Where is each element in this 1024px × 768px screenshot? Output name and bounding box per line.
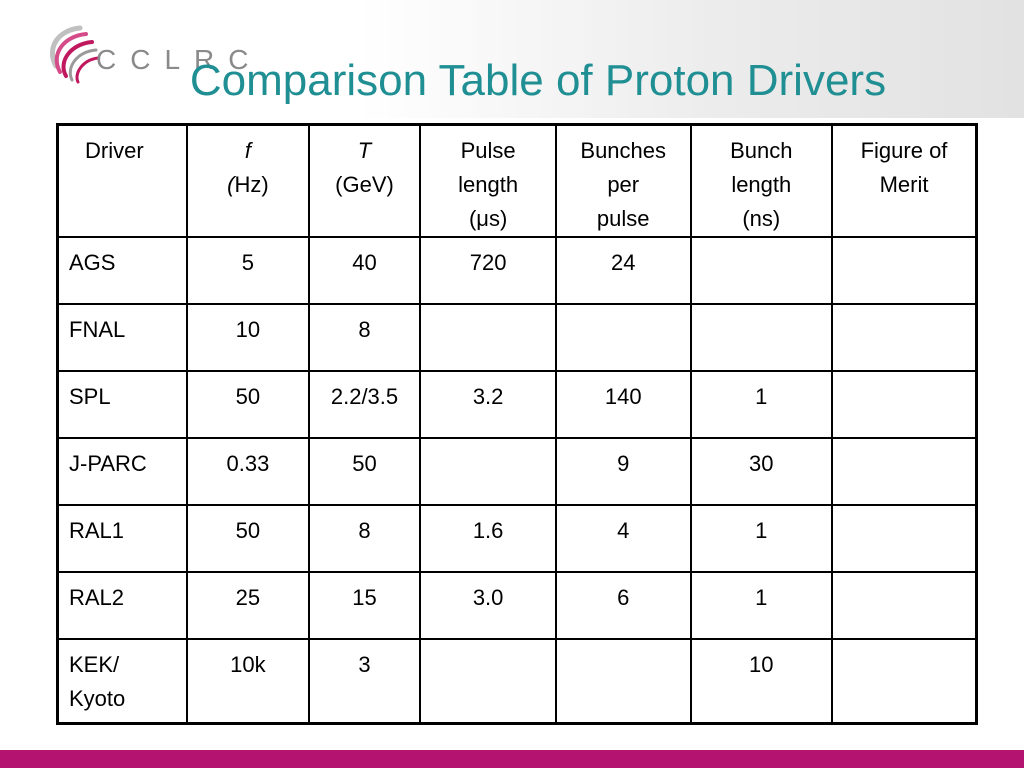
header-t-symbol: T [357,138,372,163]
header-driver: Driver [56,123,189,238]
cell-bunches: 140 [554,370,692,439]
cell-pulse-length: 3.0 [419,571,557,640]
proton-drivers-table: Driver f (Hz) T (GeV) Pulse length (μs) … [56,123,978,725]
cell-merit [831,638,978,724]
cell-pulse-length: 720 [419,236,557,305]
cell-bunch-length: 1 [689,504,834,573]
cell-bunch-length [689,236,834,305]
cell-frequency: 50 [186,504,310,573]
header-background [0,0,1024,118]
table-row: RAL1 50 8 1.6 4 1 [56,504,978,573]
cell-driver: KEK/ Kyoto [56,638,189,724]
cell-energy: 40 [307,236,422,305]
cell-energy: 15 [307,571,422,640]
cell-bunches [554,303,692,372]
header-f-unit: (Hz) [227,172,269,197]
cell-driver: SPL [56,370,189,439]
header-bunch-length: Bunch length (ns) [689,123,834,238]
cell-merit [831,504,978,573]
cell-bunches: 4 [554,504,692,573]
header-t-unit: (GeV) [335,172,394,197]
cell-driver: RAL1 [56,504,189,573]
cell-frequency: 10k [186,638,310,724]
cell-driver: AGS [56,236,189,305]
cell-bunches: 24 [554,236,692,305]
cell-bunch-length: 1 [689,571,834,640]
cell-pulse-length [419,437,557,506]
cell-energy: 8 [307,504,422,573]
cell-bunch-length [689,303,834,372]
cell-bunch-length: 1 [689,370,834,439]
table-row: KEK/ Kyoto 10k 3 10 [56,638,978,724]
header-f-symbol: f [244,138,251,163]
slide-title: Comparison Table of Proton Drivers [189,56,887,105]
footer-accent-bar [0,750,1024,768]
cell-pulse-length: 1.6 [419,504,557,573]
table-row: J-PARC 0.33 50 9 30 [56,437,978,506]
cell-bunch-length: 30 [689,437,834,506]
cell-driver: RAL2 [56,571,189,640]
table-row: AGS 5 40 720 24 [56,236,978,305]
cell-energy: 8 [307,303,422,372]
cell-merit [831,236,978,305]
cell-merit [831,437,978,506]
cell-frequency: 10 [186,303,310,372]
header-frequency: f (Hz) [186,123,310,238]
table-row: RAL2 25 15 3.0 6 1 [56,571,978,640]
cell-pulse-length [419,638,557,724]
table-row: SPL 50 2.2/3.5 3.2 140 1 [56,370,978,439]
cell-bunches: 9 [554,437,692,506]
cell-frequency: 25 [186,571,310,640]
header-pulse-length: Pulse length (μs) [419,123,557,238]
cell-frequency: 50 [186,370,310,439]
cell-bunch-length: 10 [689,638,834,724]
table-row: FNAL 10 8 [56,303,978,372]
header-energy: T (GeV) [307,123,422,238]
header-figure-of-merit: Figure of Merit [831,123,978,238]
cell-bunches: 6 [554,571,692,640]
cclrc-logo-swirl-icon [49,25,100,84]
cell-energy: 2.2/3.5 [307,370,422,439]
cell-energy: 50 [307,437,422,506]
cell-pulse-length [419,303,557,372]
cell-bunches [554,638,692,724]
cell-frequency: 5 [186,236,310,305]
cell-merit [831,370,978,439]
cell-merit [831,303,978,372]
logo-wordmark: CCLRC [96,44,263,75]
cell-frequency: 0.33 [186,437,310,506]
cell-merit [831,571,978,640]
header-bunches-per-pulse: Bunches per pulse [554,123,692,238]
cell-pulse-length: 3.2 [419,370,557,439]
cell-energy: 3 [307,638,422,724]
table-header-row: Driver f (Hz) T (GeV) Pulse length (μs) … [56,123,978,238]
cell-driver: FNAL [56,303,189,372]
cell-driver: J-PARC [56,437,189,506]
